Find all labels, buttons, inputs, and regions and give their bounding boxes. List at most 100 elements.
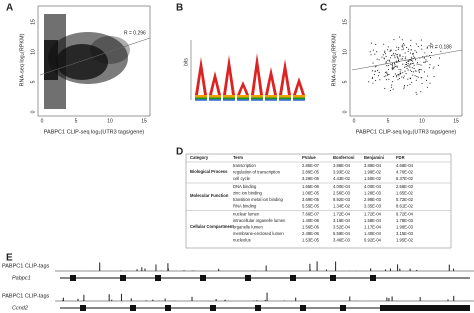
scatter-texture xyxy=(403,77,405,79)
signal-peak xyxy=(309,269,311,271)
y-tick-label: 15 xyxy=(342,19,348,25)
scatter-texture xyxy=(416,61,419,63)
exon xyxy=(210,305,216,311)
scatter-texture xyxy=(392,54,394,56)
scatter-texture xyxy=(410,45,412,47)
scatter-texture xyxy=(417,76,419,78)
scatter-texture xyxy=(389,50,391,53)
scatter-texture xyxy=(397,79,399,81)
scatter-cloud xyxy=(368,36,442,95)
table-cell: 2.98E-03 xyxy=(364,197,382,202)
scatter-texture xyxy=(403,44,405,46)
enrichment-table: Category Term PValue Bonferroni Benjamini FDR… xyxy=(185,153,452,249)
exon xyxy=(370,275,376,281)
scatter-texture xyxy=(394,57,396,59)
scatter-texture xyxy=(397,73,399,75)
table-cell: membrane-enclosed lumen xyxy=(233,231,284,236)
table-cell: 2.89E-05 xyxy=(302,170,320,175)
y-tick-label: 5 xyxy=(30,80,36,83)
table-cell: organelle lumen xyxy=(233,225,263,230)
scatter-texture xyxy=(402,72,404,74)
table-cell: 1.98E-02 xyxy=(364,170,382,175)
table-cell: 4.00E-04 xyxy=(333,184,351,189)
scatter-texture xyxy=(421,48,423,50)
track-label: PABPC1 CLIP-tags xyxy=(2,263,50,269)
x-tick-label: 0 xyxy=(353,118,356,124)
scatter-texture xyxy=(438,57,441,59)
logo-letter xyxy=(293,97,305,100)
scatter-texture xyxy=(423,71,425,73)
scatter-texture xyxy=(391,67,393,69)
x-axis-label: PABPC1 CLIP-seq log₂(UTR3 tags/gene) xyxy=(44,129,145,135)
table-cell: zinc ion binding xyxy=(233,191,263,196)
scatter-texture xyxy=(404,66,406,68)
scatter-texture xyxy=(409,66,411,68)
scatter-texture xyxy=(420,77,422,79)
scatter-texture xyxy=(399,54,401,56)
scatter-texture xyxy=(393,62,395,65)
scatter-texture xyxy=(419,68,421,70)
signal-peak xyxy=(349,296,351,301)
scatter-texture xyxy=(386,74,388,76)
scatter-texture xyxy=(399,55,401,57)
scatter-texture xyxy=(413,67,415,70)
scatter-texture xyxy=(412,74,414,76)
panel-label: C xyxy=(320,3,327,14)
scatter-texture xyxy=(392,67,394,69)
signal-peak xyxy=(141,267,143,271)
scatter-texture xyxy=(395,76,398,78)
table-cell: 1.17E-04 xyxy=(364,225,382,230)
scatter-texture xyxy=(400,58,402,60)
scatter-texture xyxy=(425,59,427,61)
scatter-texture xyxy=(398,75,400,77)
signal-peak xyxy=(164,298,166,301)
scatter-texture xyxy=(424,52,426,54)
exon xyxy=(255,305,261,311)
scatter-texture xyxy=(407,60,409,62)
table-cell: 8.92E-03 xyxy=(333,197,351,202)
table-cell: 1.40E-06 xyxy=(302,218,320,223)
signal-peak xyxy=(145,300,147,301)
scatter-texture xyxy=(410,59,412,62)
scatter-texture xyxy=(386,71,388,73)
scatter-texture xyxy=(403,48,405,50)
logo-letter xyxy=(251,95,263,98)
scatter-texture xyxy=(391,65,394,67)
exon xyxy=(200,275,206,281)
table-cell: 4.00E-04 xyxy=(364,184,382,189)
signal-peak xyxy=(409,268,411,271)
scatter-texture xyxy=(405,73,407,75)
logo-letter xyxy=(223,99,235,101)
logo-letter xyxy=(237,95,249,98)
x-tick-label: 10 xyxy=(419,118,425,124)
exon xyxy=(290,275,296,281)
signal-peak xyxy=(386,297,388,301)
table-cell: 1.50E-02 xyxy=(364,176,382,181)
scatter-texture xyxy=(371,77,373,80)
table-cell: RNA binding xyxy=(233,204,257,209)
signal-peak xyxy=(266,292,268,301)
x-tick-label: 5 xyxy=(387,118,390,124)
scatter-texture xyxy=(415,43,417,45)
scatter-texture xyxy=(430,51,433,54)
scatter-texture xyxy=(386,65,388,67)
exon xyxy=(300,305,306,311)
scatter-texture xyxy=(418,71,420,73)
exon xyxy=(120,275,126,281)
table-cell: 1.65E-06 xyxy=(302,184,320,189)
scatter-texture xyxy=(410,56,412,58)
table-cell: 4.76E-02 xyxy=(396,170,414,175)
logo-letter xyxy=(209,71,221,95)
signal-peak xyxy=(325,269,327,271)
scatter-texture xyxy=(403,88,405,90)
table-cell: 2.48E-06 xyxy=(302,231,320,236)
scatter-texture xyxy=(404,58,406,60)
table-cell: 1.78E-03 xyxy=(396,218,414,223)
scatter-texture xyxy=(397,58,399,60)
signal-peak xyxy=(391,296,393,301)
signal-peak xyxy=(448,264,450,271)
logo-letter xyxy=(195,57,207,95)
signal-peak xyxy=(397,264,399,271)
signal-peak xyxy=(309,263,311,271)
table-cell: 3.93E-02 xyxy=(333,170,351,175)
